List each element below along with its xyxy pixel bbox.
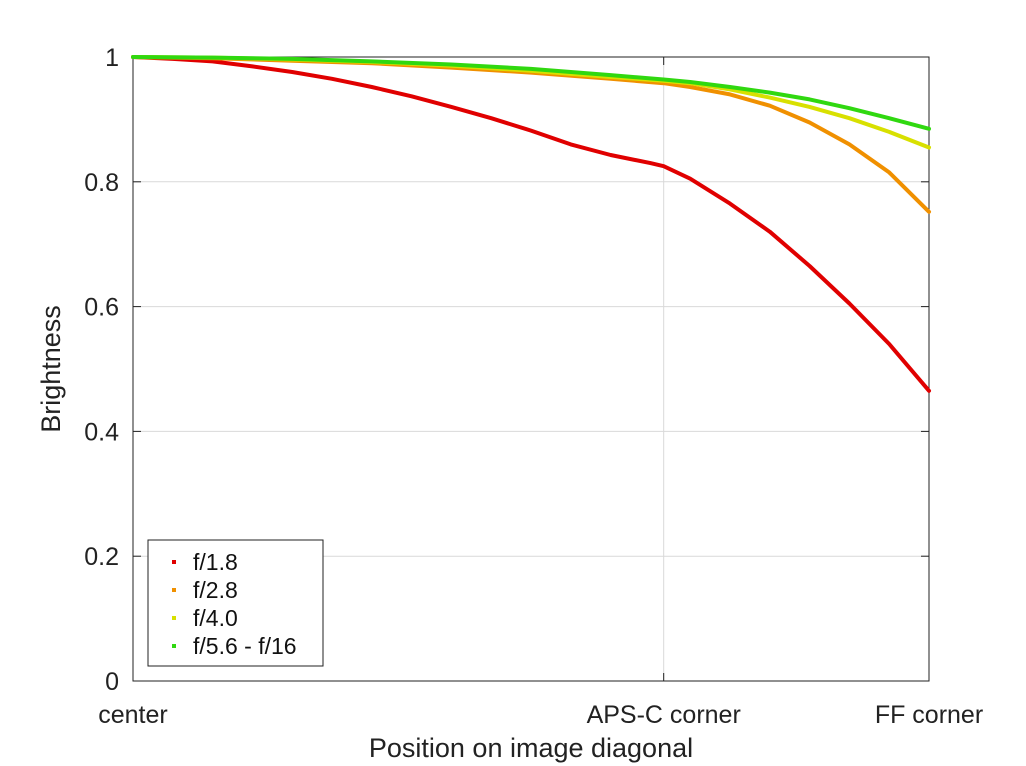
legend-label: f/2.8 xyxy=(193,577,238,603)
legend-label: f/1.8 xyxy=(193,549,238,575)
plot-frame xyxy=(132,56,930,682)
y-tick-label: 0.4 xyxy=(84,418,119,446)
legend-marker xyxy=(172,616,176,620)
y-tick-label: 0 xyxy=(105,668,119,696)
legend-marker xyxy=(172,644,176,648)
series-line-0 xyxy=(131,55,931,393)
y-tick-label: 1 xyxy=(105,44,119,72)
x-tick-label: APS-C corner xyxy=(587,701,741,729)
grid-lines xyxy=(133,57,929,681)
legend-label: f/4.0 xyxy=(193,605,238,631)
y-tick-labels: 0 0.2 0.4 0.6 0.8 1 xyxy=(84,44,119,696)
series-line-1 xyxy=(131,55,931,214)
x-tick-labels: center APS-C corner FF corner xyxy=(98,701,983,729)
x-tick-label: center xyxy=(98,701,167,729)
y-axis-label: Brightness xyxy=(36,305,66,433)
legend: f/1.8f/2.8f/4.0f/5.6 - f/16 xyxy=(147,539,324,667)
axis-ticks xyxy=(132,56,930,682)
legend-marker xyxy=(172,588,176,592)
y-tick-label: 0.8 xyxy=(84,169,119,197)
x-tick-label: FF corner xyxy=(875,701,983,729)
y-tick-label: 0.6 xyxy=(84,294,119,322)
y-tick-label: 0.2 xyxy=(84,543,119,571)
legend-label: f/5.6 - f/16 xyxy=(193,633,297,659)
series-lines xyxy=(131,55,931,393)
series-line-3 xyxy=(131,55,931,131)
legend-box xyxy=(147,539,324,667)
x-axis-label: Position on image diagonal xyxy=(369,733,693,763)
legend-marker xyxy=(172,560,176,564)
